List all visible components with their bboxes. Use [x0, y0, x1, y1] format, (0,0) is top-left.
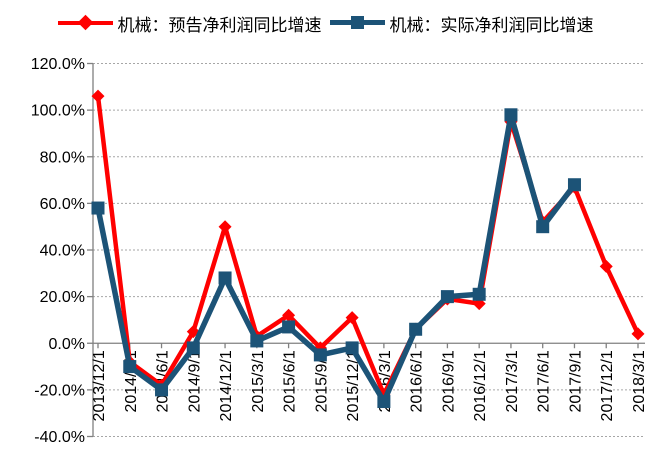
- x-tick-label: 2018/3/1: [631, 350, 648, 412]
- square-marker: [250, 334, 264, 348]
- forecast-line-key: [57, 14, 113, 31]
- y-tick-label: 20.0%: [40, 289, 85, 306]
- diamond-marker: [345, 311, 359, 325]
- legend: 机械：预告净利润同比增速 机械：实际净利润同比增速: [0, 8, 651, 38]
- legend-label-actual: 机械：实际净利润同比增速: [389, 15, 594, 35]
- x-tick-label: 2014/9/1: [186, 350, 203, 412]
- actual-line-key: [329, 16, 385, 29]
- square-icon: [350, 16, 364, 29]
- y-tick-label: 80.0%: [40, 149, 85, 166]
- x-tick-label: 2015/3/1: [250, 350, 267, 412]
- square-marker: [409, 322, 423, 336]
- square-marker: [218, 271, 232, 285]
- x-tick-label: 2016/12/1: [472, 350, 489, 421]
- diamond-icon: [77, 14, 93, 31]
- x-tick-label: 2017/3/1: [504, 350, 521, 412]
- x-tick-label: 2017/12/1: [599, 350, 616, 421]
- square-marker: [345, 341, 359, 355]
- diamond-marker: [599, 259, 613, 273]
- square-marker: [472, 287, 486, 301]
- y-tick-label: 40.0%: [40, 243, 85, 260]
- square-marker: [91, 201, 105, 215]
- x-tick-label: 2015/6/1: [282, 350, 299, 412]
- square-marker: [377, 395, 391, 409]
- x-tick-label: 2017/6/1: [536, 350, 553, 412]
- square-marker: [186, 341, 200, 355]
- square-marker: [123, 360, 137, 374]
- y-tick-label: 60.0%: [40, 196, 85, 213]
- series-line-actual: [95, 112, 578, 405]
- legend-item-actual: 机械：实际净利润同比增速: [329, 11, 594, 36]
- square-marker: [155, 383, 169, 397]
- y-tick-label: -40.0%: [34, 429, 85, 446]
- y-tick-label: -20.0%: [34, 382, 85, 399]
- x-tick-label: 2015/9/1: [313, 350, 330, 412]
- legend-item-forecast: 机械：预告净利润同比增速: [57, 11, 322, 36]
- x-tick-label: 2015/12/1: [345, 350, 362, 421]
- x-tick-label: 2016/9/1: [440, 350, 457, 412]
- diamond-marker: [631, 327, 645, 341]
- x-tick-label: 2016/6/1: [409, 350, 426, 412]
- diamond-marker: [91, 89, 105, 103]
- y-tick-label: 100.0%: [31, 103, 85, 120]
- square-marker: [313, 348, 327, 362]
- x-tick-label: 2013/12/1: [91, 350, 108, 421]
- y-tick-label: 120.0%: [31, 56, 85, 73]
- square-marker: [536, 220, 550, 234]
- square-marker: [504, 108, 518, 122]
- legend-label-forecast: 机械：预告净利润同比增速: [117, 15, 322, 35]
- square-marker: [567, 178, 581, 192]
- square-marker: [440, 290, 454, 304]
- y-tick-label: 0.0%: [49, 336, 85, 353]
- series-line-forecast: [95, 93, 641, 397]
- x-tick-label: 2017/9/1: [567, 350, 584, 412]
- x-tick-label: 2014/12/1: [218, 350, 235, 421]
- diamond-marker: [218, 220, 232, 234]
- diamond-marker: [282, 308, 296, 322]
- square-marker: [282, 320, 296, 334]
